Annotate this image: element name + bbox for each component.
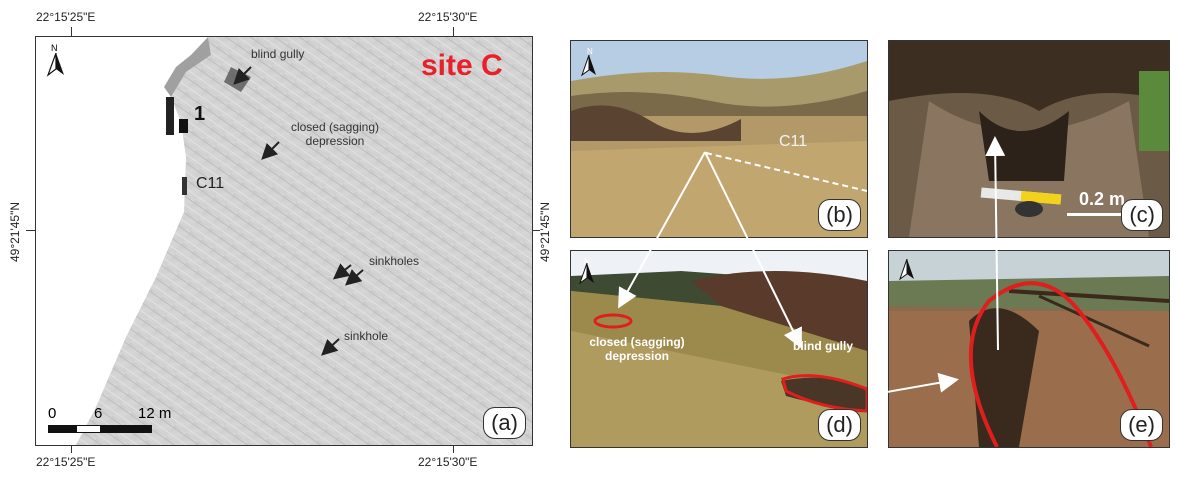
north-arrow-icon (899, 258, 914, 281)
tick-top-right (453, 27, 454, 36)
north-arrow-icon (46, 53, 64, 77)
coord-bottom-right: 22°15'30"E (418, 455, 478, 469)
arrow-sinkholes-1 (332, 263, 352, 280)
north-arrow-icon (581, 55, 596, 77)
north-arrow: N (44, 43, 68, 77)
scale-bar: 0 6 12 m (48, 405, 171, 437)
photo-c: 0.2 m (c) (888, 40, 1170, 238)
photo-e-outline (968, 281, 1153, 447)
anno-closed-1: closed (sagging) (290, 120, 380, 134)
anno-closed-2: depression (305, 134, 365, 148)
coord-right-lat: 49°21'45"N (538, 201, 552, 263)
photo-d-closed-2: depression (604, 349, 670, 363)
north-arrow-icon (579, 263, 594, 285)
arrow-closed (261, 141, 280, 160)
scale-zero: 0 (48, 405, 57, 422)
anno-sinkholes: sinkholes (369, 254, 420, 268)
photo-d-outlines (593, 313, 867, 413)
label-c11: C11 (196, 175, 225, 192)
annotation-arrows (233, 66, 364, 356)
arrow-sinkholes-2 (344, 269, 364, 286)
map-panel: site C N 1 C11 blind gully closed (saggi… (35, 36, 533, 446)
tick-bottom-left (71, 444, 72, 453)
tick-top-left (71, 27, 72, 36)
scale-segment-1 (48, 425, 76, 433)
photo-d-north: N (577, 257, 597, 285)
panel-label-c: (c) (1121, 199, 1163, 231)
site-title: site C (421, 49, 503, 82)
photo-b-north-label: N (587, 47, 593, 56)
anno-blind-gully: blind gully (251, 47, 305, 61)
hillshade-map (76, 37, 532, 445)
coord-left-lat: 49°21'45"N (8, 201, 22, 263)
panel-label-d: (d) (818, 409, 861, 441)
photo-b-north: N (579, 47, 599, 77)
panel-label-b: (b) (818, 199, 861, 231)
coord-top-right: 22°15'30"E (418, 10, 478, 24)
anno-sinkhole: sinkhole (344, 329, 389, 343)
tick-bottom-right (453, 444, 454, 453)
coord-top-left: 22°15'25"E (36, 10, 96, 24)
arrow-sinkhole (321, 338, 340, 356)
photo-c-ruler (980, 187, 1062, 217)
photo-c-scale-bar (1067, 213, 1135, 216)
photo-b: N C11 (b) (570, 40, 868, 238)
photo-d-closed-1: closed (sagging) (589, 335, 685, 349)
scale-end: 12 m (138, 405, 172, 422)
photo-d-blind-gully: blind gully (793, 339, 853, 353)
arrow-blind-gully (233, 66, 252, 85)
north-label: N (51, 43, 58, 53)
scale-segment-2 (76, 425, 102, 433)
photo-e: (e) (888, 250, 1170, 448)
photo-b-c11: C11 (779, 133, 808, 150)
tick-left (26, 230, 35, 231)
panel-label-e: (e) (1120, 409, 1163, 441)
scale-segment-3 (100, 425, 152, 433)
scale-mid: 6 (94, 405, 103, 422)
photo-c-scale-text: 0.2 m (1079, 189, 1126, 209)
label-1: 1 (194, 103, 206, 125)
panel-label-a: (a) (483, 407, 526, 439)
tick-right (531, 230, 540, 231)
photo-e-north (897, 258, 917, 283)
photo-d: N closed (sagging) depression blind gull… (570, 250, 868, 448)
photo-d-north-label: N (584, 257, 590, 266)
coord-bottom-left: 22°15'25"E (36, 455, 96, 469)
